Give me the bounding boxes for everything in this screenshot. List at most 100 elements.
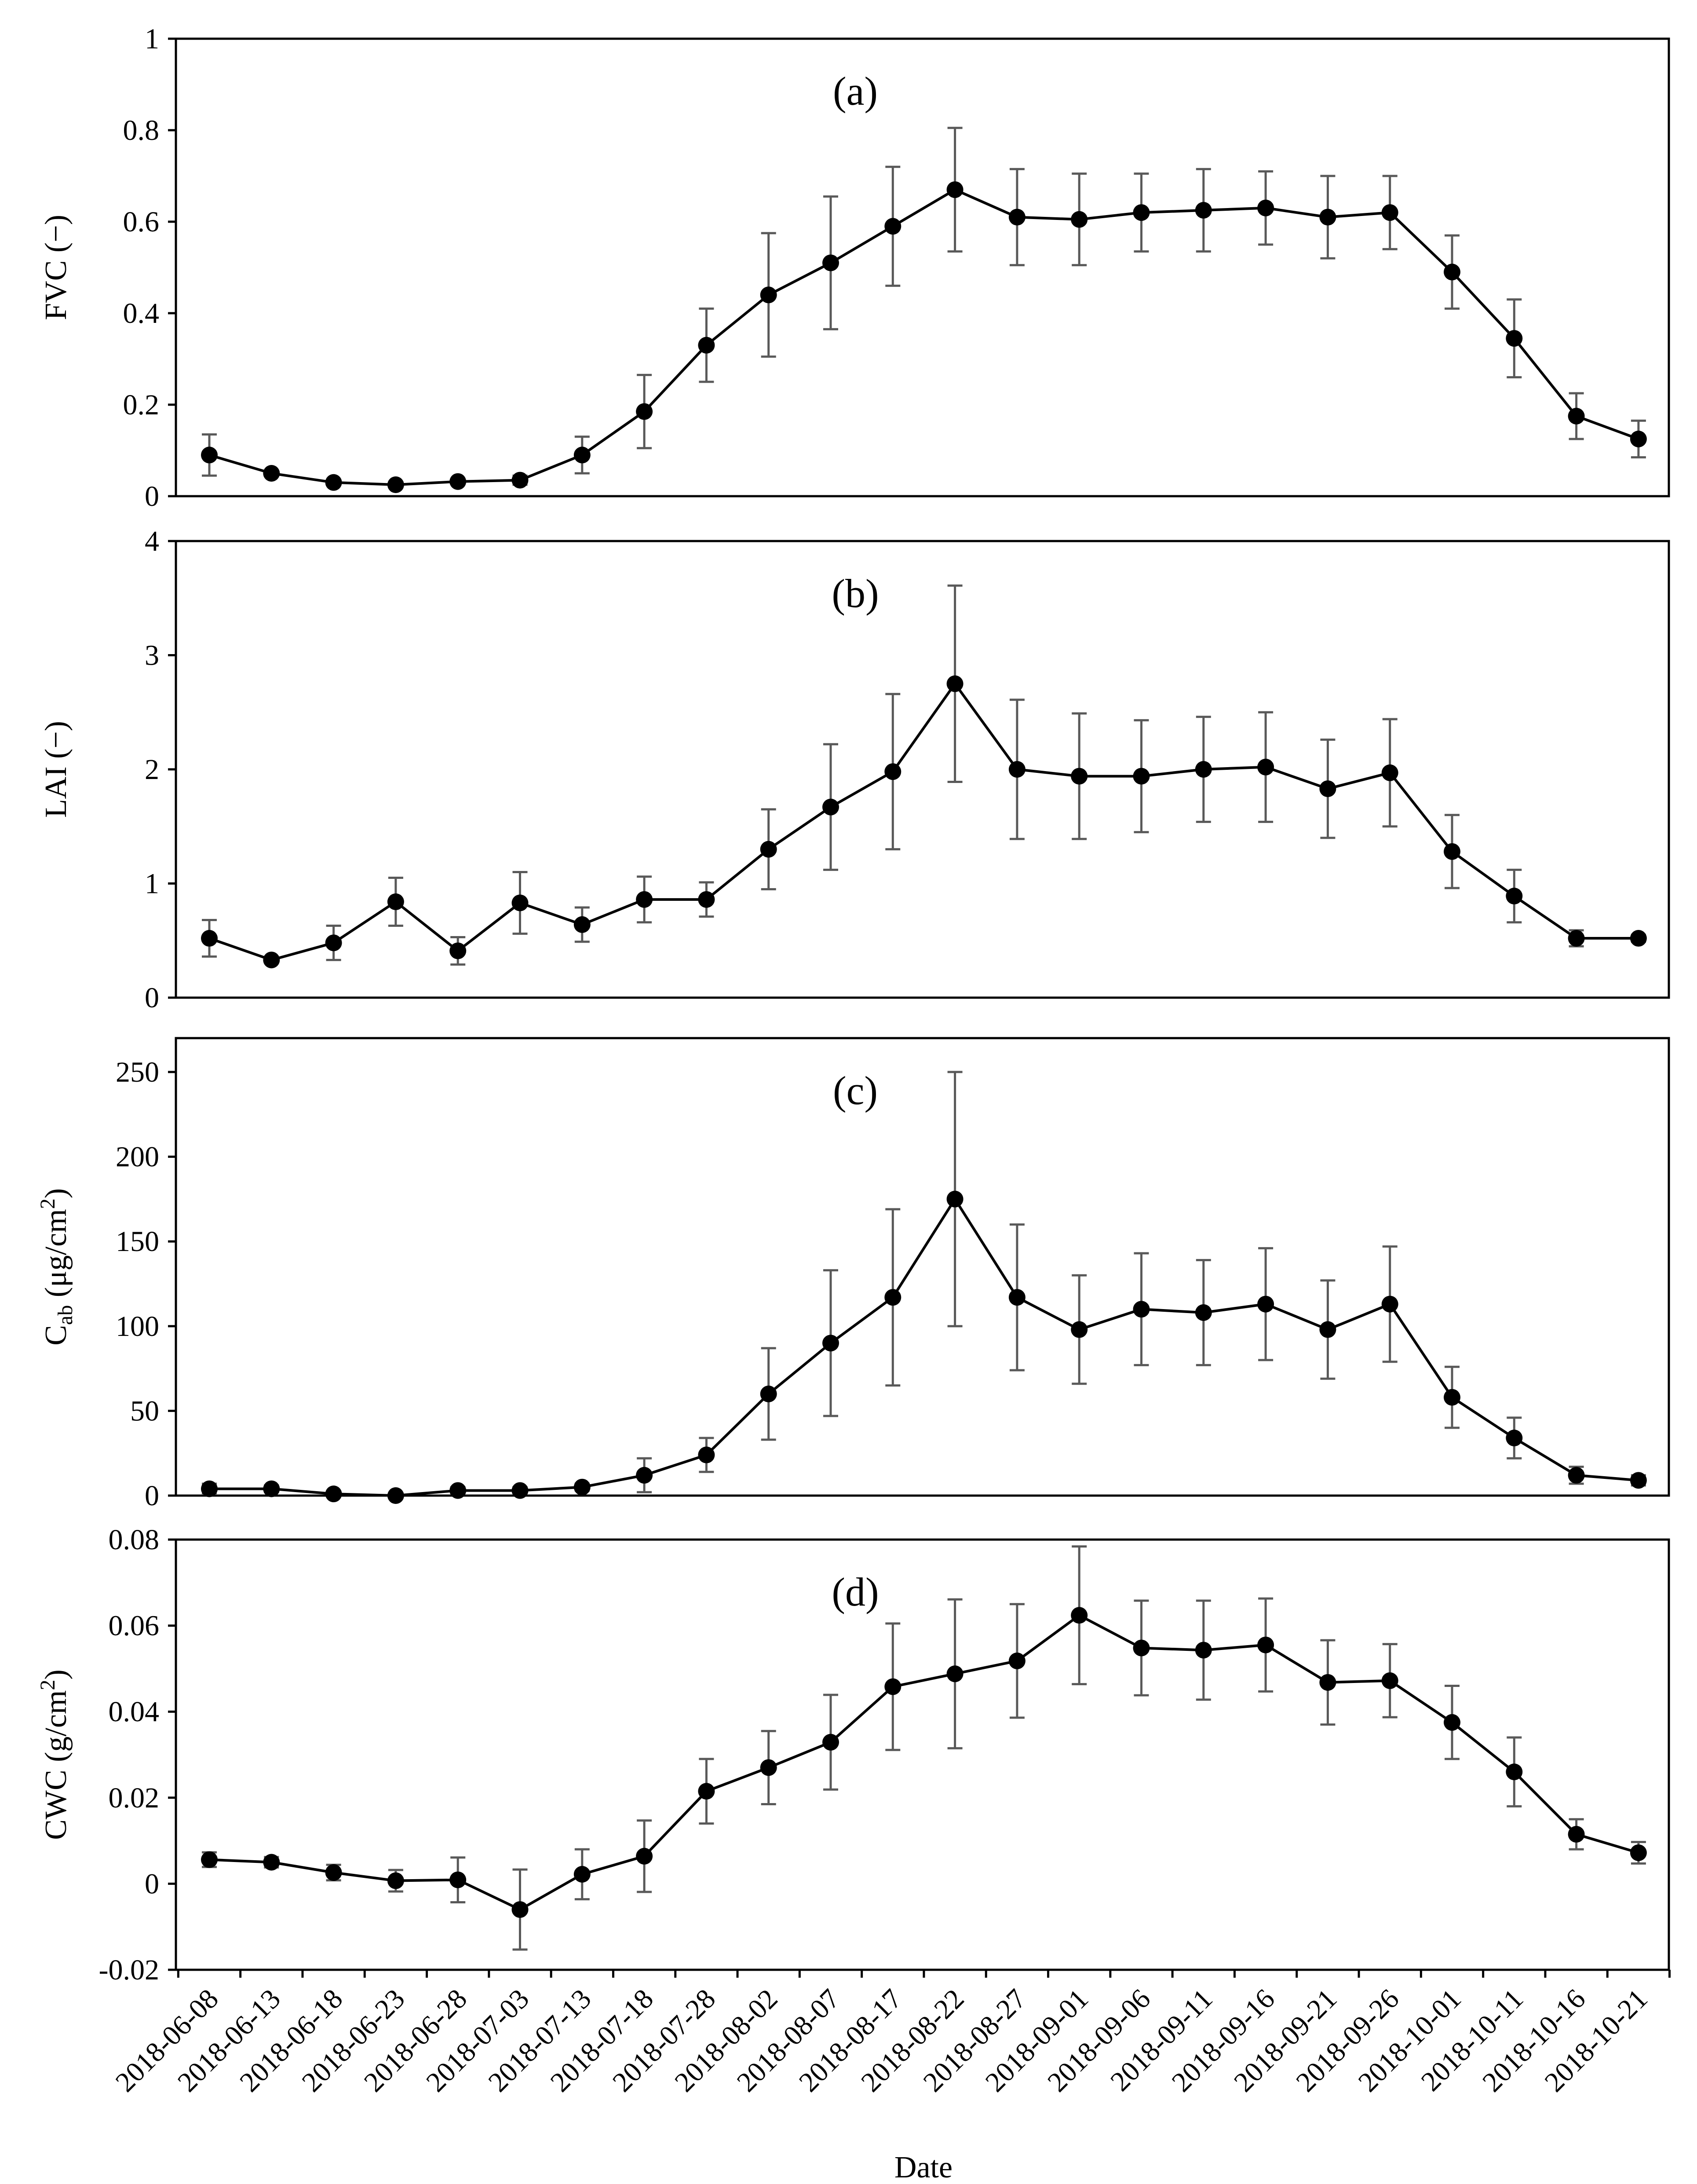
data-point [1444,843,1460,860]
data-point [884,763,901,780]
data-point [1257,199,1274,216]
data-point [1444,1714,1460,1731]
data-point [822,254,839,271]
y-tick-label: 250 [116,1056,159,1088]
data-point [263,465,280,482]
data-point [760,841,777,858]
data-point [201,930,218,947]
data-point [1506,1430,1523,1447]
data-point [698,1783,715,1800]
data-point [946,675,963,692]
y-tick-label: 0.08 [109,1524,160,1556]
y-tick-label: 0.4 [123,297,160,329]
y-axis-title: FVC (−) [39,215,73,320]
data-point [511,894,529,911]
data-point [201,1480,218,1497]
data-point [1444,1389,1460,1406]
data-point [636,403,653,420]
data-point [1195,1642,1212,1659]
data-point [1133,1639,1150,1657]
series-line [209,681,1639,962]
data-point [263,1480,280,1497]
data-point [1195,202,1212,219]
y-tick-label: 0.06 [109,1610,160,1642]
data-point [1071,1321,1088,1338]
data-point [1071,768,1088,785]
data-point [1257,1295,1274,1313]
data-point [946,181,963,198]
y-tick-label: 0.8 [123,114,160,146]
y-axis-title-close: ) [39,1188,73,1198]
data-point [1506,888,1523,905]
data-point [760,1759,777,1776]
data-point [698,891,715,908]
panel-c: 0 50 100 150 200 250 Cab (μg/cm2) (c) [36,1037,1670,1512]
data-point [1195,761,1212,778]
data-point [1630,1472,1647,1489]
data-point [1630,431,1647,447]
data-point [884,1678,901,1695]
data-point [884,218,901,235]
data-point [263,1854,280,1871]
data-point [387,893,404,911]
data-point [573,1866,591,1883]
data-point [698,337,715,354]
y-tick-label: 200 [116,1141,159,1173]
data-point [325,1485,342,1503]
data-point [1630,1844,1647,1861]
data-point [946,1665,963,1683]
data-point [1319,1321,1336,1338]
data-point [1506,1763,1523,1781]
y-tick-label: 4 [145,525,159,557]
panel-label: (b) [832,571,879,616]
y-axis-title-close: ) [39,1669,73,1679]
y-axis-title: LAI (−) [39,721,73,818]
data-point [573,916,591,933]
y-axis-title-superscript: 2 [36,1198,59,1209]
data-point [698,1446,715,1463]
y-tick-label: 0 [145,1868,159,1900]
data-point [387,1872,404,1889]
data-point [1008,1289,1025,1306]
data-point [946,1190,963,1207]
data-point [822,798,839,816]
data-point [1630,930,1647,947]
data-point [884,1289,901,1306]
data-point [511,472,529,489]
data-point [1133,204,1150,221]
y-axis-title-unit: (μg/cm [39,1209,73,1305]
data-point [760,286,777,304]
x-axis-title: Date [894,2151,953,2184]
data-point [1319,1674,1336,1691]
data-point [760,1385,777,1402]
data-point [1444,263,1460,281]
data-point [1008,209,1025,226]
y-tick-label: 0.6 [123,206,160,238]
y-axis-title-superscript: 2 [36,1680,59,1690]
y-tick-label: 0.2 [123,389,160,421]
y-tick-label: 2 [145,754,159,786]
panel-a: 0 0.2 0.4 0.6 0.8 1 FVC (−) (a) [39,23,1670,512]
data-point [1568,1825,1585,1843]
data-point [1319,209,1336,226]
data-point [1381,764,1398,781]
data-point [449,942,467,959]
y-tick-label: -0.02 [99,1954,159,1986]
data-point [325,474,342,491]
data-point [1257,758,1274,776]
y-tick-label: 3 [145,640,159,672]
data-point [201,1851,218,1868]
data-point [636,891,653,908]
data-point [1008,1652,1025,1669]
y-tick-label: 0 [145,982,159,1014]
data-point [325,934,342,951]
data-point [263,951,280,969]
series-line [209,188,1639,487]
y-tick-label: 0 [145,480,159,512]
data-point [325,1864,342,1881]
data-point [511,1901,529,1918]
data-point [1133,768,1150,785]
panel-label: (c) [833,1068,878,1113]
